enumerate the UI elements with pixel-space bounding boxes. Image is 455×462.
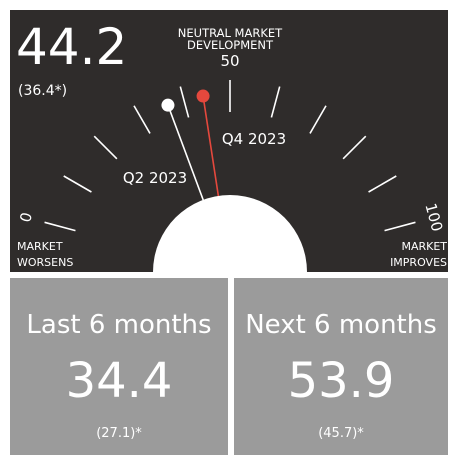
tick-mark (384, 221, 416, 232)
tick-mark (179, 86, 190, 118)
panel-value: 34.4 (66, 353, 173, 409)
neutral-label: NEUTRAL MARKET (178, 26, 283, 40)
panel-title: Last 6 months (26, 310, 211, 340)
tick-mark (63, 175, 92, 193)
panel-value: 53.9 (288, 353, 395, 409)
left-label: MARKET (17, 240, 63, 253)
right-label: MARKET (401, 240, 447, 253)
tick-mark (270, 86, 281, 118)
panel-title: Next 6 months (245, 310, 437, 340)
needle-label: Q2 2023 (123, 169, 187, 187)
needle (169, 110, 207, 207)
tick-label: 0 (16, 210, 36, 224)
panel-note: (27.1)* (96, 426, 142, 441)
previous-value: (36.4*) (18, 83, 67, 99)
tick-mark (309, 105, 327, 134)
tick-label: 50 (220, 52, 239, 70)
needle-head (161, 98, 175, 112)
tick-mark (342, 135, 367, 160)
tick-mark (44, 221, 76, 232)
gauge-hub (153, 195, 307, 272)
panel-background (234, 278, 448, 455)
tick-mark (133, 105, 151, 134)
panel-note: (45.7)* (318, 426, 364, 441)
neutral-label: DEVELOPMENT (187, 38, 274, 52)
needle-head (196, 89, 210, 103)
right-label: IMPROVES (390, 256, 447, 269)
tick-mark (368, 175, 397, 193)
headline-value: 44.2 (16, 18, 127, 76)
needle-label: Q4 2023 (222, 130, 286, 148)
panel-background (10, 278, 228, 455)
needle (203, 101, 221, 203)
tick-mark (93, 135, 118, 160)
left-label: WORSENS (17, 256, 73, 269)
